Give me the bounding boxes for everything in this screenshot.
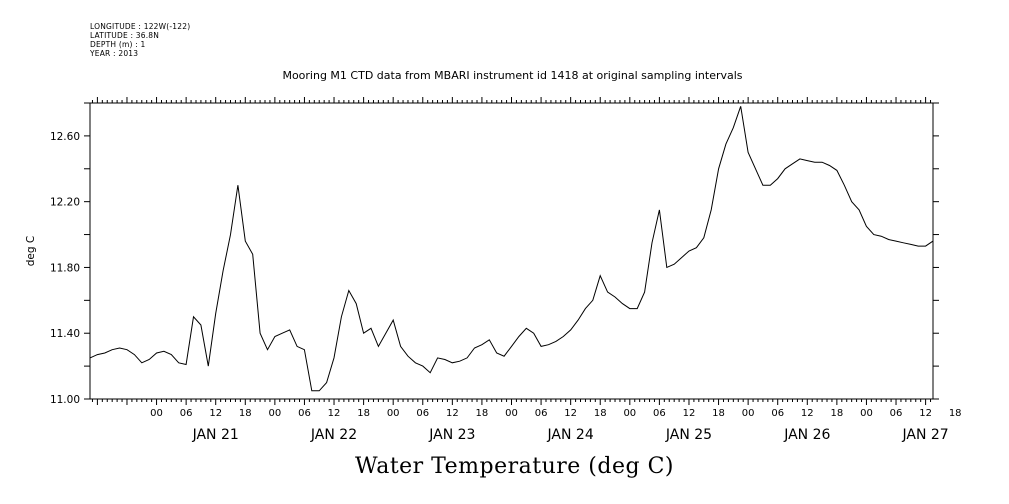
x-tick-labels: 00 06 12 18 00 06 12 18 00 06 12 18 00 06 12 18 00 06 12 18… [150,408,961,419]
tick-marks [84,97,939,405]
y-axis-label: deg C [25,236,37,266]
latitude-text: LATITUDE : 36.8N [90,31,160,40]
x-tick-label: 00 [387,408,400,419]
x-tick-label: 18 [949,408,962,419]
chart-title: Mooring M1 CTD data from MBARI instrumen… [282,69,743,82]
y-tick-label: 12.20 [50,197,80,209]
x-tick-label: 18 [239,408,252,419]
x-tick-label: 06 [653,408,666,419]
x-tick-label: 06 [298,408,311,419]
plot-frame [89,102,934,400]
y-tick-label: 12.60 [50,131,80,143]
x-tick-label: 18 [831,408,844,419]
depth-text: DEPTH (m) : 1 [90,40,146,49]
x-tick-label: 18 [594,408,607,419]
x-tick-label: 00 [269,408,282,419]
x-tick-label: 06 [771,408,784,419]
x-tick-label: 06 [535,408,548,419]
metadata-block: LONGITUDE : 122W(-122) LATITUDE : 36.8N … [90,22,190,58]
x-tick-label: 06 [180,408,193,419]
y-tick-label: 11.00 [50,394,80,406]
y-tick-label: 11.40 [50,328,80,340]
day-label: JAN 25 [665,427,712,443]
day-label: JAN 21 [192,427,239,443]
x-tick-label: 00 [742,408,755,419]
y-tick-labels: 11.00 11.40 11.80 12.20 12.60 [50,131,80,406]
x-tick-label: 18 [712,408,725,419]
x-tick-label: 12 [209,408,222,419]
x-tick-label: 12 [919,408,932,419]
x-tick-label: 12 [446,408,459,419]
x-tick-label: 18 [357,408,370,419]
x-tick-label: 00 [860,408,873,419]
y-tick-label: 11.80 [50,262,80,274]
x-tick-label: 12 [328,408,341,419]
x-tick-label: 12 [683,408,696,419]
x-tick-label: 00 [150,408,163,419]
x-tick-label: 06 [416,408,429,419]
day-label: JAN 24 [547,427,594,443]
day-label: JAN 27 [902,427,949,443]
x-tick-label: 00 [505,408,518,419]
x-tick-label: 00 [623,408,636,419]
day-label: JAN 23 [428,427,475,443]
x-tick-label: 12 [801,408,814,419]
series-line [89,106,934,392]
x-tick-label: 18 [476,408,489,419]
year-text: YEAR : 2013 [90,49,139,58]
longitude-text: LONGITUDE : 122W(-122) [90,22,191,31]
x-tick-label: 12 [564,408,577,419]
day-label: JAN 26 [783,427,830,443]
day-labels: JAN 21 JAN 22 JAN 23 JAN 24 JAN 25 JAN 26 JAN … [192,427,949,443]
x-tick-label: 06 [890,408,903,419]
day-label: JAN 22 [310,427,357,443]
x-axis-label: Water Temperature (deg C) [355,454,674,479]
